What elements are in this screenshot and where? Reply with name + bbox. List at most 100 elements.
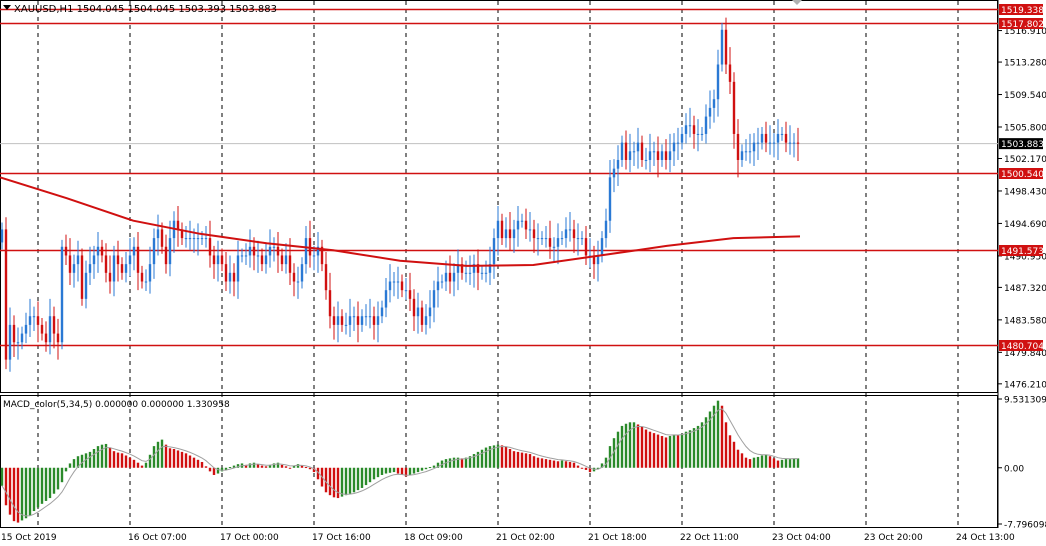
candle-body[interactable] — [592, 255, 596, 265]
candle-body[interactable] — [136, 246, 140, 273]
candle-body[interactable] — [436, 281, 440, 291]
candle-body[interactable] — [328, 290, 332, 317]
candle-body[interactable] — [768, 142, 772, 144]
candle-body[interactable] — [376, 316, 380, 325]
candle-body[interactable] — [640, 142, 644, 160]
candle-body[interactable] — [244, 255, 248, 257]
candle-body[interactable] — [124, 264, 128, 273]
candle-body[interactable] — [680, 133, 684, 143]
candle-body[interactable] — [404, 290, 408, 292]
candle-body[interactable] — [504, 229, 508, 239]
candle-body[interactable] — [668, 151, 672, 160]
candle-body[interactable] — [740, 151, 744, 160]
candle-body[interactable] — [772, 142, 776, 144]
candle-body[interactable] — [712, 99, 716, 108]
candle-body[interactable] — [616, 159, 620, 169]
candle-body[interactable] — [200, 238, 204, 240]
candle-body[interactable] — [300, 264, 304, 282]
candle-body[interactable] — [708, 107, 712, 117]
candle-body[interactable] — [564, 229, 568, 239]
candle-body[interactable] — [784, 133, 788, 143]
candle-body[interactable] — [760, 133, 764, 143]
candle-body[interactable] — [648, 151, 652, 160]
candle-body[interactable] — [92, 255, 96, 265]
candle-body[interactable] — [468, 272, 472, 274]
candle-body[interactable] — [112, 255, 116, 282]
candle-body[interactable] — [368, 316, 372, 318]
candle-body[interactable] — [272, 246, 276, 248]
candle-body[interactable] — [164, 246, 168, 265]
candle-body[interactable] — [388, 281, 392, 291]
candle-body[interactable] — [556, 238, 560, 247]
candle-body[interactable] — [492, 238, 496, 265]
candle-body[interactable] — [560, 238, 564, 240]
candle-body[interactable] — [396, 281, 400, 283]
candle-body[interactable] — [12, 324, 16, 343]
candle-body[interactable] — [568, 229, 572, 231]
candle-body[interactable] — [636, 142, 640, 152]
candle-body[interactable] — [528, 229, 532, 231]
candle-body[interactable] — [312, 255, 316, 257]
candle-body[interactable] — [796, 142, 800, 144]
candle-body[interactable] — [660, 151, 664, 160]
candle-body[interactable] — [520, 220, 524, 222]
candle-body[interactable] — [68, 255, 72, 273]
candle-body[interactable] — [448, 272, 452, 282]
candle-body[interactable] — [8, 324, 12, 360]
candle-body[interactable] — [408, 290, 412, 299]
candle-body[interactable] — [724, 29, 728, 65]
candle-body[interactable] — [140, 272, 144, 282]
candle-body[interactable] — [192, 238, 196, 240]
candle-body[interactable] — [320, 246, 324, 265]
candle-body[interactable] — [56, 333, 60, 343]
candle-body[interactable] — [276, 246, 280, 256]
candle-body[interactable] — [416, 307, 420, 317]
candle-body[interactable] — [348, 316, 352, 325]
candle-body[interactable] — [0, 229, 4, 243]
candle-body[interactable] — [352, 316, 356, 318]
candle-body[interactable] — [380, 307, 384, 317]
candle-body[interactable] — [580, 238, 584, 240]
candle-body[interactable] — [216, 255, 220, 265]
candle-body[interactable] — [596, 255, 600, 265]
candle-body[interactable] — [308, 238, 312, 256]
candle-body[interactable] — [256, 255, 260, 257]
candle-body[interactable] — [84, 272, 88, 299]
candle-body[interactable] — [180, 229, 184, 239]
scroll-marker-icon[interactable] — [792, 0, 802, 5]
candle-body[interactable] — [108, 272, 112, 282]
candle-body[interactable] — [336, 316, 340, 325]
candle-body[interactable] — [212, 255, 216, 265]
candle-body[interactable] — [316, 246, 320, 256]
candle-body[interactable] — [304, 238, 308, 265]
candle-body[interactable] — [604, 220, 608, 239]
candle-body[interactable] — [484, 272, 488, 274]
candle-body[interactable] — [752, 142, 756, 152]
candle-body[interactable] — [156, 229, 160, 239]
candle-body[interactable] — [100, 246, 104, 256]
candle-body[interactable] — [684, 125, 688, 134]
candle-body[interactable] — [456, 264, 460, 273]
candle-body[interactable] — [656, 151, 660, 160]
candle-body[interactable] — [672, 142, 676, 152]
candle-body[interactable] — [500, 220, 504, 239]
candle-body[interactable] — [20, 333, 24, 343]
candle-body[interactable] — [340, 316, 344, 325]
candle-body[interactable] — [224, 264, 228, 282]
candle-body[interactable] — [552, 246, 556, 248]
candle-body[interactable] — [788, 142, 792, 144]
candle-body[interactable] — [40, 324, 44, 334]
candle-body[interactable] — [364, 316, 368, 318]
candle-body[interactable] — [532, 229, 536, 239]
candle-body[interactable] — [128, 255, 132, 265]
candle-body[interactable] — [24, 324, 28, 334]
candle-body[interactable] — [356, 316, 360, 325]
candle-body[interactable] — [324, 264, 328, 291]
candle-body[interactable] — [32, 316, 36, 318]
candle-body[interactable] — [120, 264, 124, 273]
candle-body[interactable] — [392, 281, 396, 283]
candle-body[interactable] — [60, 246, 64, 343]
candle-body[interactable] — [44, 333, 48, 343]
candle-body[interactable] — [220, 255, 224, 265]
